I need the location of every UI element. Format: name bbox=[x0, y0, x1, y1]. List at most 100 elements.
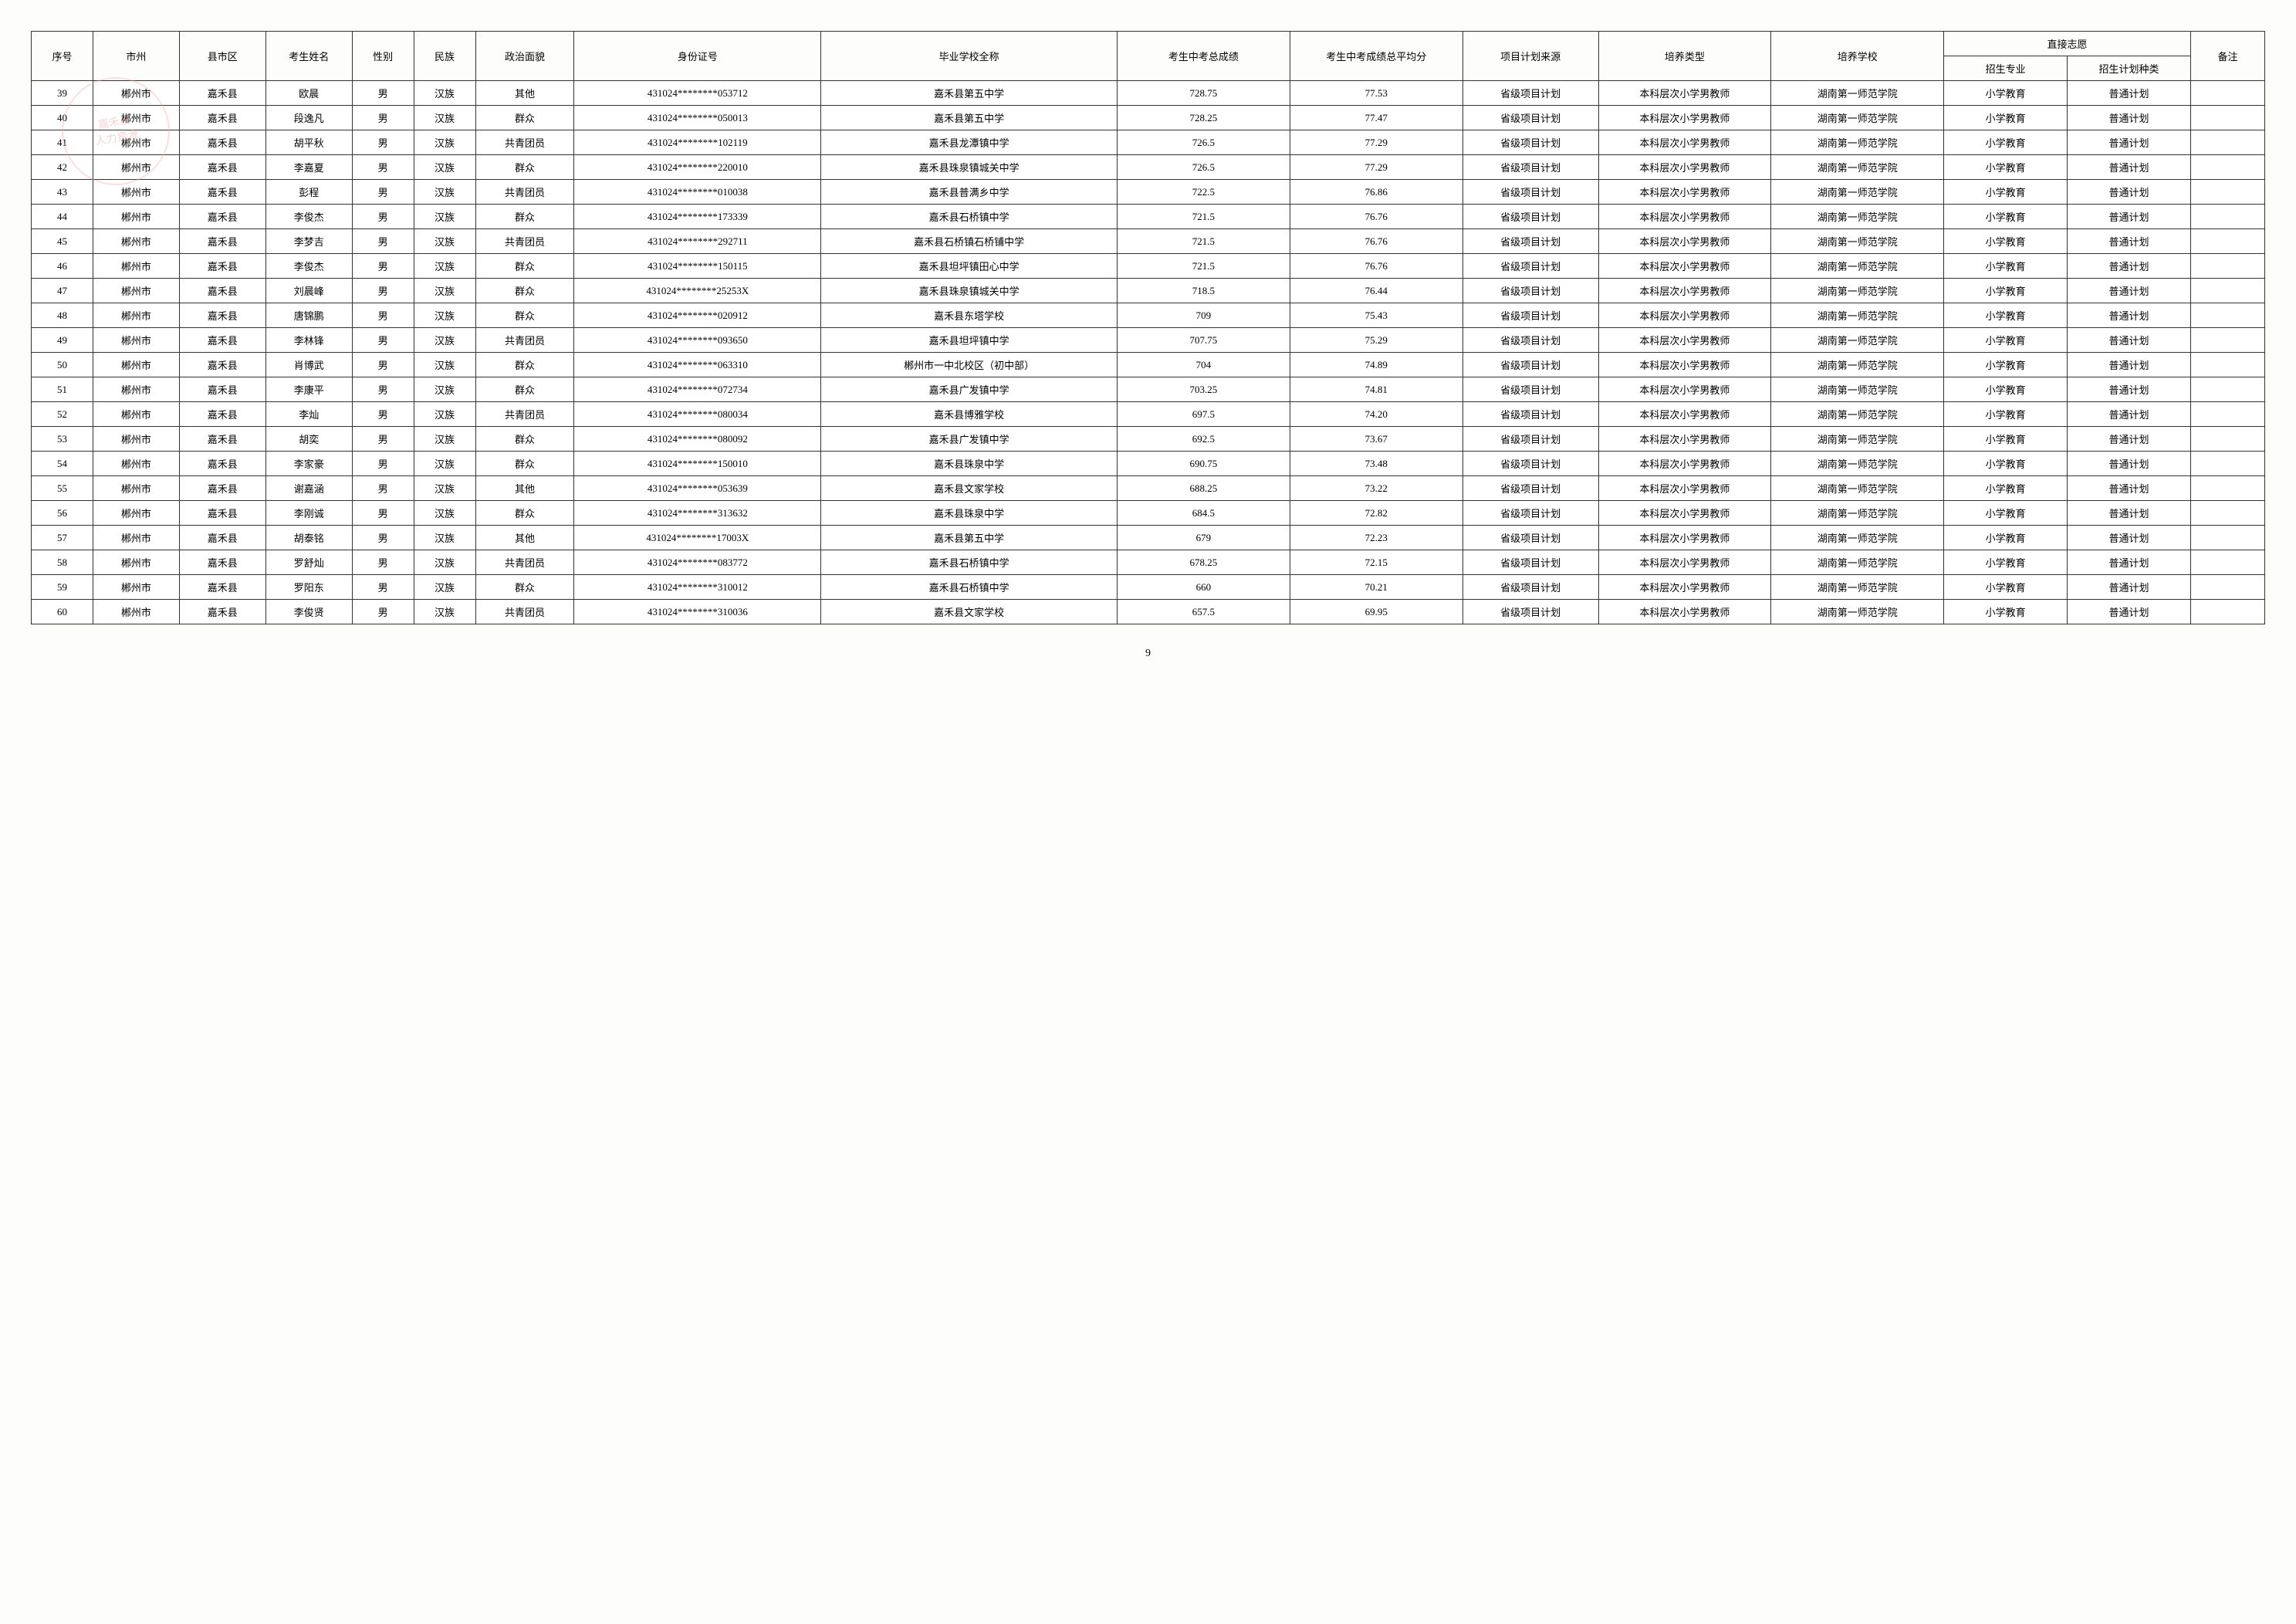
cell-school: 嘉禾县珠泉中学 bbox=[821, 452, 1118, 476]
cell-county: 嘉禾县 bbox=[179, 180, 265, 205]
table-body: 39郴州市嘉禾县欧晨男汉族其他431024********053712嘉禾县第五… bbox=[32, 81, 2265, 624]
cell-id: 431024********17003X bbox=[574, 526, 821, 550]
cell-school: 嘉禾县广发镇中学 bbox=[821, 427, 1118, 452]
cell-remark bbox=[2190, 476, 2264, 501]
cell-score: 728.25 bbox=[1117, 106, 1290, 130]
cell-school: 嘉禾县博雅学校 bbox=[821, 402, 1118, 427]
cell-seq: 58 bbox=[32, 550, 93, 575]
cell-score: 660 bbox=[1117, 575, 1290, 600]
cell-source: 省级项目计划 bbox=[1462, 155, 1598, 180]
cell-score: 728.75 bbox=[1117, 81, 1290, 106]
cell-school: 嘉禾县珠泉镇城关中学 bbox=[821, 279, 1118, 303]
cell-school: 嘉禾县石桥镇中学 bbox=[821, 575, 1118, 600]
cell-type: 本科层次小学男教师 bbox=[1598, 526, 1771, 550]
cell-county: 嘉禾县 bbox=[179, 254, 265, 279]
cell-name: 李俊杰 bbox=[265, 254, 352, 279]
cell-ethnic: 汉族 bbox=[414, 526, 475, 550]
cell-type: 本科层次小学男教师 bbox=[1598, 81, 1771, 106]
cell-plan: 普通计划 bbox=[2068, 155, 2191, 180]
cell-score: 726.5 bbox=[1117, 155, 1290, 180]
student-table: 序号 市州 县市区 考生姓名 性别 民族 政治面貌 身份证号 毕业学校全称 考生… bbox=[31, 31, 2265, 624]
cell-major: 小学教育 bbox=[1944, 81, 2068, 106]
header-school: 毕业学校全称 bbox=[821, 32, 1118, 81]
header-remark: 备注 bbox=[2190, 32, 2264, 81]
cell-ethnic: 汉族 bbox=[414, 575, 475, 600]
cell-seq: 42 bbox=[32, 155, 93, 180]
cell-gender: 男 bbox=[352, 427, 414, 452]
cell-remark bbox=[2190, 106, 2264, 130]
cell-score: 678.25 bbox=[1117, 550, 1290, 575]
table-row: 43郴州市嘉禾县彭程男汉族共青团员431024********010038嘉禾县… bbox=[32, 180, 2265, 205]
cell-seq: 47 bbox=[32, 279, 93, 303]
header-univ: 培养学校 bbox=[1771, 32, 1944, 81]
cell-politics: 群众 bbox=[475, 501, 574, 526]
cell-source: 省级项目计划 bbox=[1462, 180, 1598, 205]
cell-seq: 53 bbox=[32, 427, 93, 452]
cell-ethnic: 汉族 bbox=[414, 254, 475, 279]
cell-remark bbox=[2190, 205, 2264, 229]
cell-avg: 76.76 bbox=[1290, 205, 1462, 229]
cell-type: 本科层次小学男教师 bbox=[1598, 550, 1771, 575]
cell-city: 郴州市 bbox=[93, 402, 179, 427]
cell-major: 小学教育 bbox=[1944, 550, 2068, 575]
cell-plan: 普通计划 bbox=[2068, 303, 2191, 328]
cell-politics: 共青团员 bbox=[475, 600, 574, 624]
cell-gender: 男 bbox=[352, 353, 414, 377]
cell-gender: 男 bbox=[352, 81, 414, 106]
cell-univ: 湖南第一师范学院 bbox=[1771, 180, 1944, 205]
cell-plan: 普通计划 bbox=[2068, 254, 2191, 279]
cell-seq: 56 bbox=[32, 501, 93, 526]
cell-name: 欧晨 bbox=[265, 81, 352, 106]
cell-county: 嘉禾县 bbox=[179, 575, 265, 600]
cell-avg: 70.21 bbox=[1290, 575, 1462, 600]
cell-ethnic: 汉族 bbox=[414, 476, 475, 501]
cell-type: 本科层次小学男教师 bbox=[1598, 402, 1771, 427]
cell-id: 431024********010038 bbox=[574, 180, 821, 205]
cell-politics: 群众 bbox=[475, 353, 574, 377]
cell-score: 679 bbox=[1117, 526, 1290, 550]
cell-remark bbox=[2190, 353, 2264, 377]
cell-school: 嘉禾县龙潭镇中学 bbox=[821, 130, 1118, 155]
cell-avg: 73.22 bbox=[1290, 476, 1462, 501]
cell-ethnic: 汉族 bbox=[414, 229, 475, 254]
cell-major: 小学教育 bbox=[1944, 254, 2068, 279]
cell-seq: 39 bbox=[32, 81, 93, 106]
cell-politics: 群众 bbox=[475, 106, 574, 130]
cell-politics: 群众 bbox=[475, 205, 574, 229]
cell-remark bbox=[2190, 600, 2264, 624]
cell-politics: 共青团员 bbox=[475, 328, 574, 353]
cell-gender: 男 bbox=[352, 155, 414, 180]
cell-type: 本科层次小学男教师 bbox=[1598, 476, 1771, 501]
cell-score: 692.5 bbox=[1117, 427, 1290, 452]
cell-major: 小学教育 bbox=[1944, 377, 2068, 402]
cell-type: 本科层次小学男教师 bbox=[1598, 254, 1771, 279]
cell-politics: 群众 bbox=[475, 279, 574, 303]
cell-school: 嘉禾县坦坪镇中学 bbox=[821, 328, 1118, 353]
cell-major: 小学教育 bbox=[1944, 106, 2068, 130]
cell-plan: 普通计划 bbox=[2068, 377, 2191, 402]
cell-type: 本科层次小学男教师 bbox=[1598, 130, 1771, 155]
cell-source: 省级项目计划 bbox=[1462, 377, 1598, 402]
cell-univ: 湖南第一师范学院 bbox=[1771, 377, 1944, 402]
cell-gender: 男 bbox=[352, 303, 414, 328]
table-row: 40郴州市嘉禾县段逸凡男汉族群众431024********050013嘉禾县第… bbox=[32, 106, 2265, 130]
cell-major: 小学教育 bbox=[1944, 130, 2068, 155]
cell-avg: 77.29 bbox=[1290, 155, 1462, 180]
table-row: 49郴州市嘉禾县李林锋男汉族共青团员431024********093650嘉禾… bbox=[32, 328, 2265, 353]
cell-school: 嘉禾县石桥镇中学 bbox=[821, 205, 1118, 229]
cell-ethnic: 汉族 bbox=[414, 501, 475, 526]
cell-politics: 共青团员 bbox=[475, 130, 574, 155]
table-row: 50郴州市嘉禾县肖博武男汉族群众431024********063310郴州市一… bbox=[32, 353, 2265, 377]
cell-politics: 群众 bbox=[475, 377, 574, 402]
cell-source: 省级项目计划 bbox=[1462, 303, 1598, 328]
cell-remark bbox=[2190, 328, 2264, 353]
table-row: 42郴州市嘉禾县李嘉夏男汉族群众431024********220010嘉禾县珠… bbox=[32, 155, 2265, 180]
cell-univ: 湖南第一师范学院 bbox=[1771, 452, 1944, 476]
header-seq: 序号 bbox=[32, 32, 93, 81]
cell-id: 431024********080034 bbox=[574, 402, 821, 427]
cell-avg: 75.43 bbox=[1290, 303, 1462, 328]
header-wish-group: 直接志愿 bbox=[1944, 32, 2191, 56]
cell-ethnic: 汉族 bbox=[414, 550, 475, 575]
cell-source: 省级项目计划 bbox=[1462, 501, 1598, 526]
cell-avg: 76.76 bbox=[1290, 254, 1462, 279]
